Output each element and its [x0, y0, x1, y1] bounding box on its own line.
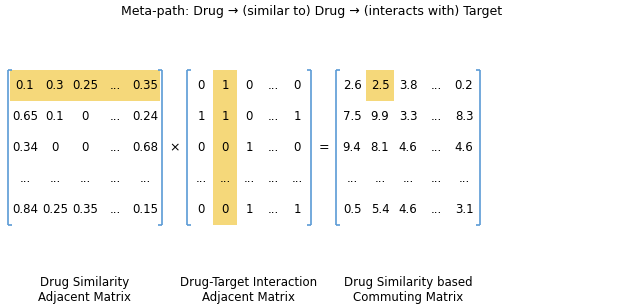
Text: ...: ... — [459, 172, 470, 185]
Text: Meta-path: Drug → (similar to) Drug → (interacts with) Target: Meta-path: Drug → (similar to) Drug → (i… — [122, 5, 502, 18]
Text: 0: 0 — [197, 79, 205, 92]
Text: =: = — [319, 141, 329, 154]
Text: 0: 0 — [197, 203, 205, 216]
Text: 2.5: 2.5 — [371, 79, 389, 92]
Text: 8.1: 8.1 — [371, 141, 389, 154]
Text: 2.6: 2.6 — [343, 79, 361, 92]
Text: 1: 1 — [293, 203, 301, 216]
Text: ...: ... — [431, 110, 442, 123]
Text: 0.35: 0.35 — [132, 79, 158, 92]
Text: ...: ... — [109, 79, 120, 92]
Text: 0.34: 0.34 — [12, 141, 38, 154]
Bar — [10, 70, 40, 101]
Text: 5.4: 5.4 — [371, 203, 389, 216]
Text: 0: 0 — [197, 141, 205, 154]
Text: Drug Similarity based
Commuting Matrix: Drug Similarity based Commuting Matrix — [344, 276, 472, 304]
Text: ...: ... — [267, 110, 279, 123]
Text: ...: ... — [267, 203, 279, 216]
Text: 4.6: 4.6 — [399, 203, 417, 216]
Text: ...: ... — [220, 172, 231, 185]
Bar — [213, 70, 237, 101]
Text: ...: ... — [431, 141, 442, 154]
Text: 0.65: 0.65 — [12, 110, 38, 123]
Text: 9.4: 9.4 — [343, 141, 361, 154]
Text: 7.5: 7.5 — [343, 110, 361, 123]
Text: 0: 0 — [245, 79, 253, 92]
Text: Drug-Target Interaction
Adjacent Matrix: Drug-Target Interaction Adjacent Matrix — [180, 276, 318, 304]
Text: 0: 0 — [293, 141, 301, 154]
Text: 1: 1 — [293, 110, 301, 123]
Text: 1: 1 — [222, 79, 229, 92]
Text: ...: ... — [346, 172, 358, 185]
Text: 4.6: 4.6 — [399, 141, 417, 154]
Text: ...: ... — [431, 172, 442, 185]
Text: Drug Similarity
Adjacent Matrix: Drug Similarity Adjacent Matrix — [39, 276, 132, 304]
Text: 0: 0 — [51, 141, 59, 154]
Text: ...: ... — [109, 203, 120, 216]
Text: 1: 1 — [197, 110, 205, 123]
Bar — [100, 70, 130, 101]
Text: 0.35: 0.35 — [72, 203, 98, 216]
Text: ...: ... — [49, 172, 61, 185]
Bar — [213, 194, 237, 225]
Text: ...: ... — [79, 172, 90, 185]
Text: 1: 1 — [245, 141, 253, 154]
Bar — [213, 163, 237, 194]
Text: 0: 0 — [81, 141, 89, 154]
Text: ...: ... — [109, 172, 120, 185]
Text: ...: ... — [374, 172, 386, 185]
Text: 1: 1 — [245, 203, 253, 216]
Text: 3.3: 3.3 — [399, 110, 417, 123]
Text: 0.1: 0.1 — [46, 110, 64, 123]
Text: 0.2: 0.2 — [455, 79, 474, 92]
Text: 0.3: 0.3 — [46, 79, 64, 92]
Bar — [40, 70, 70, 101]
Text: ...: ... — [267, 79, 279, 92]
Text: 0.25: 0.25 — [72, 79, 98, 92]
Text: 1: 1 — [222, 110, 229, 123]
Text: 3.1: 3.1 — [455, 203, 474, 216]
Text: 0: 0 — [293, 79, 301, 92]
Text: ×: × — [170, 141, 180, 154]
Text: 0.15: 0.15 — [132, 203, 158, 216]
Text: 0.68: 0.68 — [132, 141, 158, 154]
Bar — [213, 132, 237, 163]
Text: ...: ... — [109, 141, 120, 154]
Bar — [70, 70, 100, 101]
Text: 0: 0 — [245, 110, 253, 123]
Text: 8.3: 8.3 — [455, 110, 473, 123]
Text: ...: ... — [431, 79, 442, 92]
Text: 3.8: 3.8 — [399, 79, 417, 92]
Text: 9.9: 9.9 — [371, 110, 389, 123]
Text: 0.24: 0.24 — [132, 110, 158, 123]
Text: ...: ... — [267, 141, 279, 154]
Text: 0.5: 0.5 — [343, 203, 361, 216]
Text: ...: ... — [431, 203, 442, 216]
Text: 0.25: 0.25 — [42, 203, 68, 216]
Text: ...: ... — [19, 172, 31, 185]
Text: 0: 0 — [222, 203, 228, 216]
Bar — [130, 70, 160, 101]
Text: ...: ... — [402, 172, 414, 185]
Text: 0.84: 0.84 — [12, 203, 38, 216]
Text: 4.6: 4.6 — [455, 141, 474, 154]
Text: 0: 0 — [222, 141, 228, 154]
Text: ...: ... — [243, 172, 255, 185]
Text: 0: 0 — [81, 110, 89, 123]
Bar — [213, 101, 237, 132]
Text: ...: ... — [267, 172, 279, 185]
Text: ...: ... — [109, 110, 120, 123]
Bar — [366, 70, 394, 101]
Text: ...: ... — [139, 172, 150, 185]
Text: ...: ... — [291, 172, 303, 185]
Text: 0.1: 0.1 — [16, 79, 34, 92]
Text: ...: ... — [195, 172, 207, 185]
